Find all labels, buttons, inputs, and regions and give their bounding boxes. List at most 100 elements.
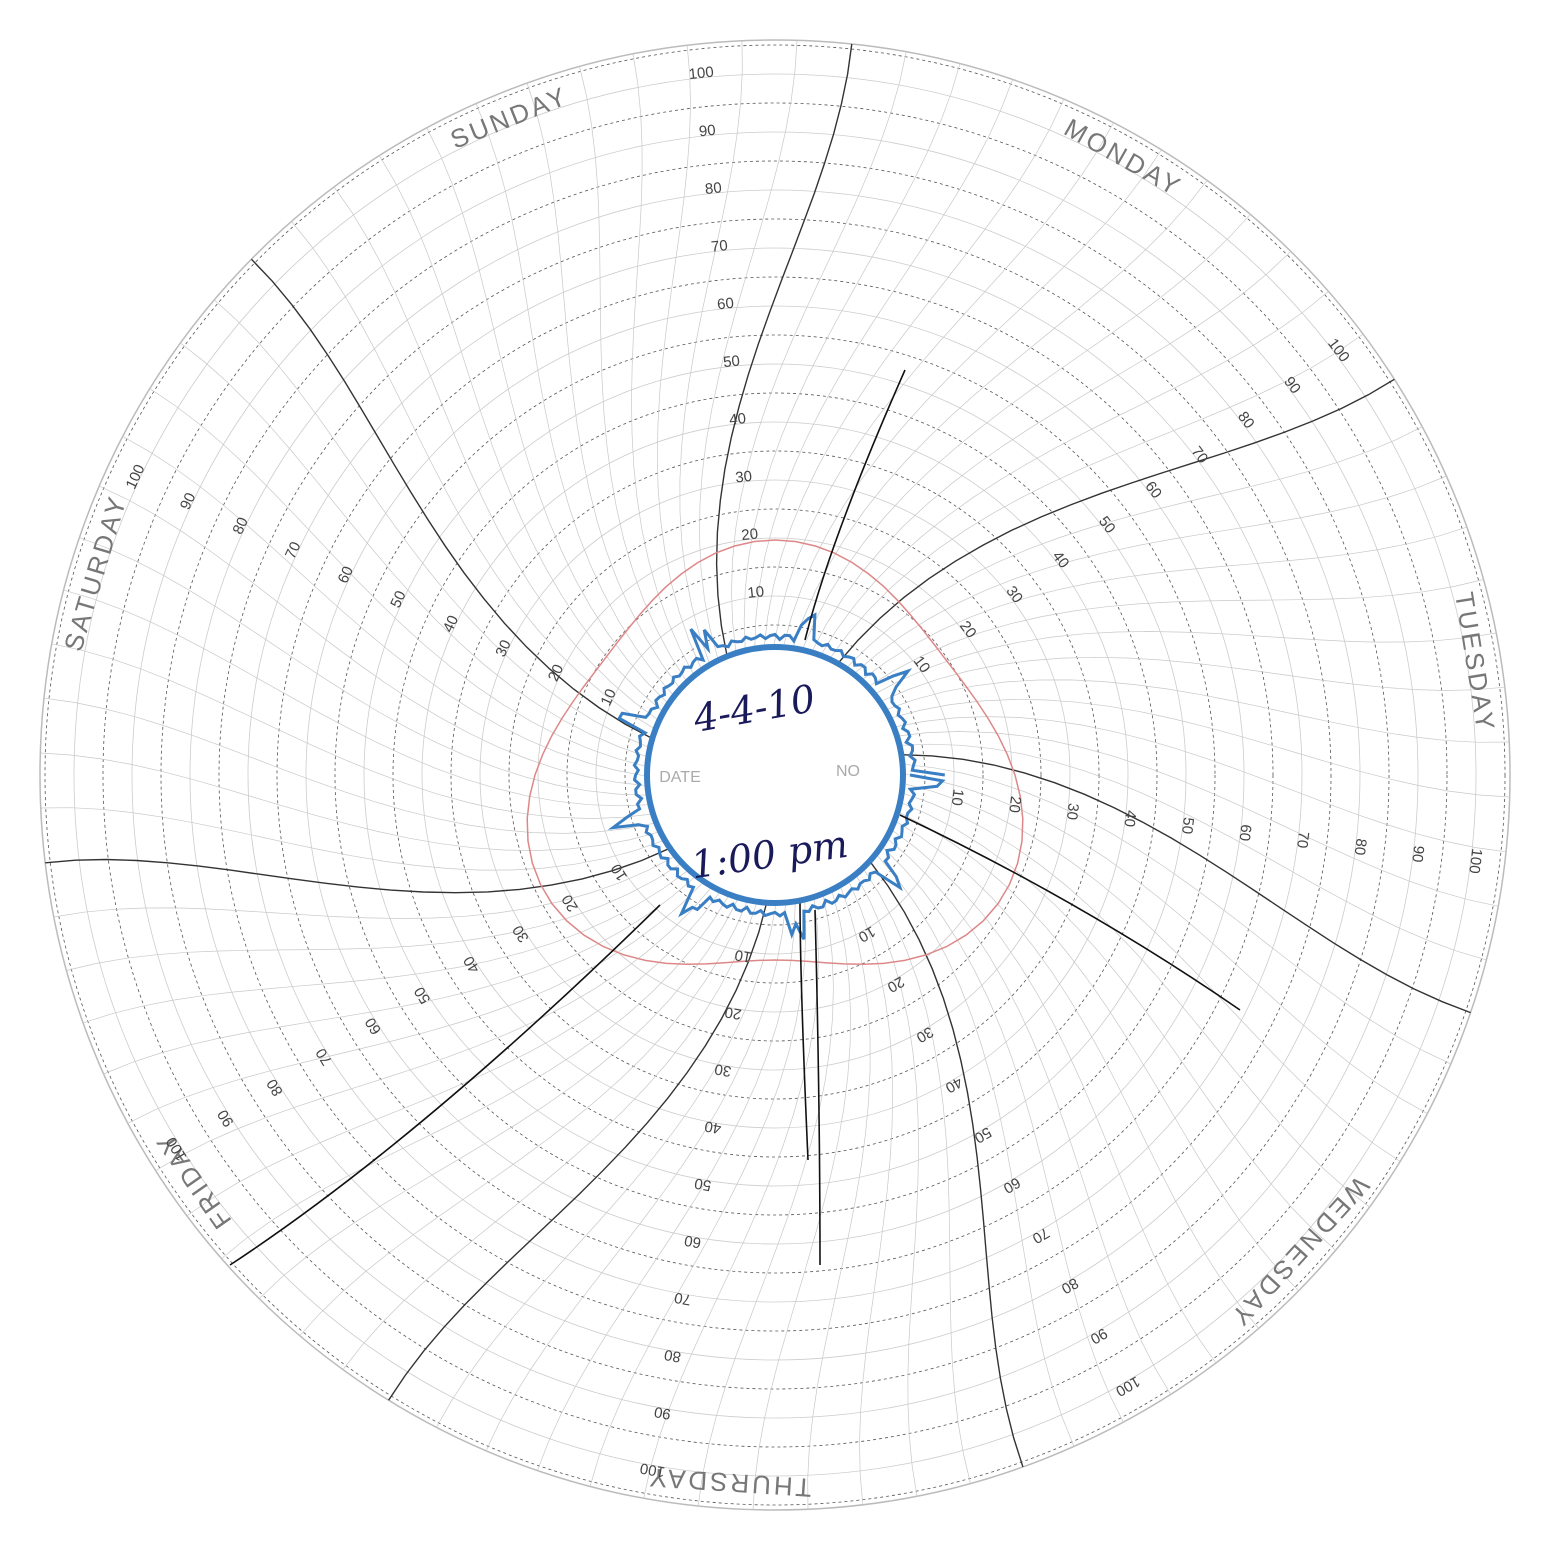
pen-trace bbox=[229, 904, 661, 1266]
scale-label: 100 bbox=[1465, 848, 1485, 875]
scale-label: 50 bbox=[387, 588, 409, 610]
scale-label: 20 bbox=[884, 973, 907, 996]
scale-label: 60 bbox=[1236, 823, 1255, 842]
pen-trace bbox=[799, 899, 809, 1161]
scale-label: 40 bbox=[1120, 809, 1139, 828]
scale-label: 60 bbox=[362, 1014, 385, 1037]
grid-ring bbox=[624, 624, 926, 926]
scale-label: 30 bbox=[509, 922, 532, 945]
number-label: NO bbox=[836, 763, 860, 780]
time-line bbox=[79, 537, 649, 796]
grid-ring bbox=[276, 276, 1274, 1274]
scale-label: 60 bbox=[335, 564, 357, 586]
time-line bbox=[631, 53, 695, 676]
time-line bbox=[53, 855, 676, 919]
time-line bbox=[579, 66, 688, 683]
time-line bbox=[862, 867, 971, 1484]
scale-label: 20 bbox=[559, 891, 582, 914]
scale-label: 10 bbox=[597, 686, 619, 708]
time-line bbox=[679, 40, 743, 665]
scale-label: 70 bbox=[282, 539, 304, 561]
grid-ring bbox=[247, 247, 1303, 1303]
time-line bbox=[801, 214, 1251, 651]
time-line bbox=[63, 589, 651, 807]
grid-ring bbox=[508, 508, 1042, 1042]
grid-ring bbox=[44, 44, 1506, 1506]
time-line bbox=[886, 837, 1172, 1395]
time-line bbox=[901, 754, 1471, 1014]
time-line bbox=[860, 526, 1468, 681]
time-line bbox=[426, 127, 669, 705]
grid-ring bbox=[450, 450, 1100, 1100]
time-line bbox=[221, 894, 730, 1259]
time-line bbox=[82, 869, 690, 1024]
scale-label: 40 bbox=[460, 953, 483, 976]
scale-label: 30 bbox=[735, 468, 753, 487]
time-line bbox=[845, 426, 1423, 669]
time-line bbox=[855, 874, 919, 1497]
time-line bbox=[899, 801, 1336, 1251]
day-label: MONDAY bbox=[1059, 112, 1187, 202]
scale-label: 70 bbox=[1029, 1224, 1052, 1247]
grid-ring bbox=[421, 421, 1129, 1129]
time-line bbox=[155, 886, 713, 1172]
time-line bbox=[388, 902, 768, 1401]
time-line bbox=[697, 893, 834, 1507]
scale-label: 50 bbox=[411, 984, 434, 1007]
time-line bbox=[881, 845, 1124, 1423]
time-line bbox=[782, 149, 1162, 648]
center-hub bbox=[644, 644, 906, 906]
scale-label: 90 bbox=[177, 490, 199, 512]
time-line bbox=[299, 899, 749, 1336]
scale-label: 40 bbox=[703, 1117, 722, 1137]
time-line bbox=[526, 82, 681, 690]
time-line bbox=[186, 890, 721, 1217]
time-line bbox=[485, 902, 787, 1452]
time-line bbox=[792, 180, 1208, 649]
scale-label: 90 bbox=[1087, 1324, 1110, 1347]
time-line bbox=[853, 475, 1447, 675]
time-line bbox=[656, 45, 703, 671]
time-line bbox=[699, 40, 798, 661]
time-line bbox=[333, 186, 660, 721]
traces bbox=[229, 369, 1241, 1266]
scale-label: 50 bbox=[722, 352, 740, 371]
scale-label: 70 bbox=[710, 237, 728, 256]
time-line bbox=[763, 98, 1065, 648]
scale-label: 100 bbox=[639, 1459, 667, 1480]
scale-label: 60 bbox=[1141, 478, 1165, 502]
time-line bbox=[752, 889, 851, 1510]
scale-label: 70 bbox=[673, 1289, 692, 1309]
time-line bbox=[731, 51, 907, 654]
time-line bbox=[475, 103, 675, 697]
scale-label: 100 bbox=[688, 64, 715, 84]
scale-label: 80 bbox=[1234, 408, 1258, 432]
scale-label: 100 bbox=[1113, 1372, 1143, 1399]
time-line bbox=[40, 752, 661, 851]
scale-label: 10 bbox=[910, 653, 934, 677]
time-line bbox=[754, 79, 1013, 649]
time-line bbox=[869, 860, 1024, 1468]
scale-label: 90 bbox=[214, 1107, 237, 1130]
time-line bbox=[820, 291, 1329, 656]
scale-label: 30 bbox=[1063, 802, 1082, 821]
pen-trace bbox=[899, 814, 1241, 1011]
day-label: THURSDAY bbox=[646, 1462, 813, 1503]
scale-label: 30 bbox=[713, 1060, 732, 1080]
scale-label: 90 bbox=[653, 1403, 672, 1423]
day-label: SUNDAY bbox=[446, 80, 573, 154]
time-line bbox=[811, 251, 1292, 653]
time-line bbox=[867, 579, 1484, 688]
time-line bbox=[743, 63, 961, 651]
time-line bbox=[879, 656, 1505, 703]
scale-label: 60 bbox=[1000, 1174, 1023, 1197]
pen-trace bbox=[804, 369, 906, 641]
time-line bbox=[773, 122, 1114, 648]
scale-label: 10 bbox=[747, 583, 765, 602]
scale-label: 80 bbox=[229, 515, 251, 537]
time-line bbox=[258, 897, 739, 1299]
scale-label: 20 bbox=[1005, 795, 1024, 814]
time-line bbox=[537, 901, 796, 1471]
